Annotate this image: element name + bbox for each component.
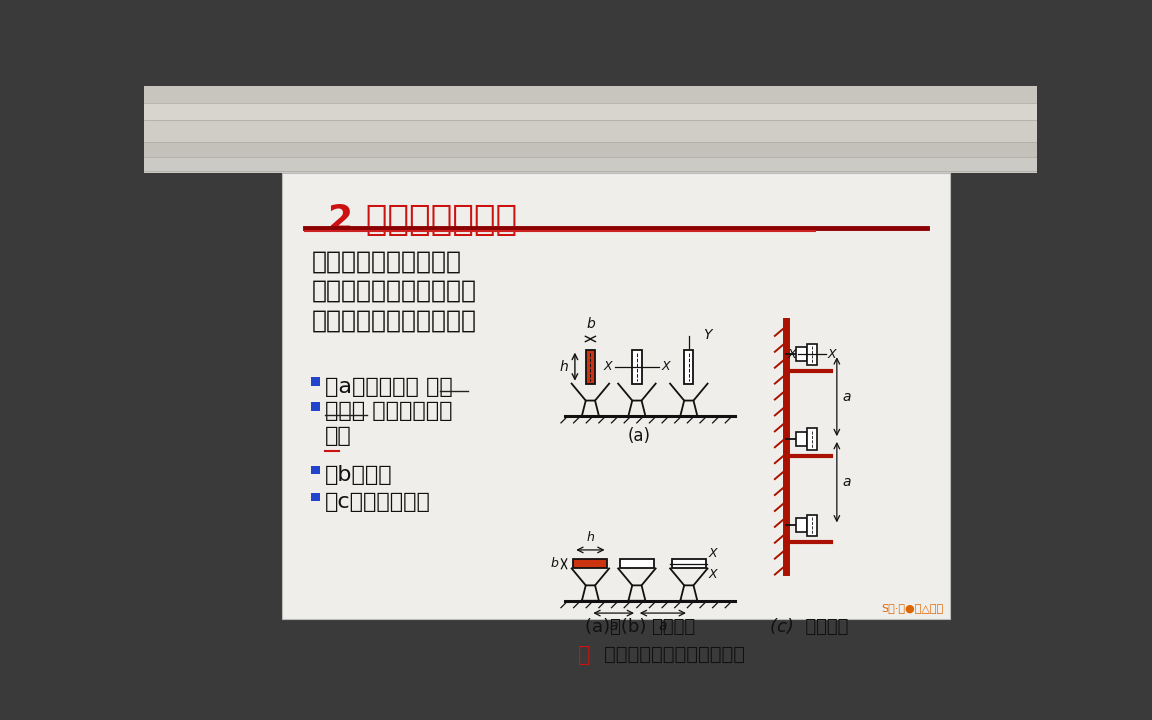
Text: a: a xyxy=(842,475,851,489)
Text: h: h xyxy=(586,531,594,544)
Bar xyxy=(796,432,806,446)
Text: 图b相反；: 图b相反； xyxy=(325,465,393,485)
Text: 低；: 低； xyxy=(325,426,353,446)
Bar xyxy=(311,377,320,386)
Bar xyxy=(808,428,817,450)
Bar xyxy=(282,173,950,619)
Text: h: h xyxy=(560,360,569,374)
Text: b: b xyxy=(551,557,559,570)
Text: 量大， 但机械强度较: 量大， 但机械强度较 xyxy=(325,401,453,421)
Text: X: X xyxy=(708,568,718,581)
Text: (c)  垂直布置: (c) 垂直布置 xyxy=(770,618,848,636)
Text: 图a散热较好， 载流: 图a散热较好， 载流 xyxy=(325,377,453,397)
Bar xyxy=(144,157,1037,173)
Bar xyxy=(672,559,706,568)
Bar xyxy=(144,86,1037,104)
Text: a: a xyxy=(842,390,851,404)
Bar xyxy=(144,142,1037,157)
Bar xyxy=(796,518,806,532)
Text: 三相母线有水平布置和: 三相母线有水平布置和 xyxy=(311,250,462,274)
Bar xyxy=(311,466,320,474)
Bar xyxy=(585,350,596,384)
Text: X: X xyxy=(708,546,718,559)
Text: S中·⓪●图△害扇: S中·⓪●图△害扇 xyxy=(881,603,943,613)
Bar xyxy=(311,493,320,501)
Bar xyxy=(684,350,694,384)
Text: (a)、(b) 水平布置: (a)、(b) 水平布置 xyxy=(584,618,695,636)
Text: a: a xyxy=(659,619,667,634)
Bar xyxy=(574,559,607,568)
Bar xyxy=(632,350,642,384)
Bar xyxy=(808,343,817,365)
Text: 2 母线的布置方式: 2 母线的布置方式 xyxy=(328,203,517,238)
Bar xyxy=(144,104,1037,120)
Bar xyxy=(808,515,817,536)
Text: b: b xyxy=(586,318,594,331)
Text: (a): (a) xyxy=(628,427,651,445)
Bar xyxy=(311,402,320,410)
Text: 矩形母线的布置方式示意图: 矩形母线的布置方式示意图 xyxy=(604,645,744,665)
Text: X: X xyxy=(827,348,836,361)
Text: 垂直布置两种布置方式，: 垂直布置两种布置方式， xyxy=(311,279,477,303)
Text: 有立放和平放放置方式。: 有立放和平放放置方式。 xyxy=(311,308,477,332)
Text: Y: Y xyxy=(703,328,711,342)
Text: a: a xyxy=(609,619,617,634)
Text: 图c兼顾二者优点: 图c兼顾二者优点 xyxy=(325,492,431,512)
Text: X: X xyxy=(661,360,670,373)
Text: 图: 图 xyxy=(578,645,591,665)
Bar xyxy=(796,348,806,361)
Text: X: X xyxy=(787,348,796,361)
Bar xyxy=(144,120,1037,142)
Text: X: X xyxy=(604,360,612,373)
Bar xyxy=(620,559,654,568)
